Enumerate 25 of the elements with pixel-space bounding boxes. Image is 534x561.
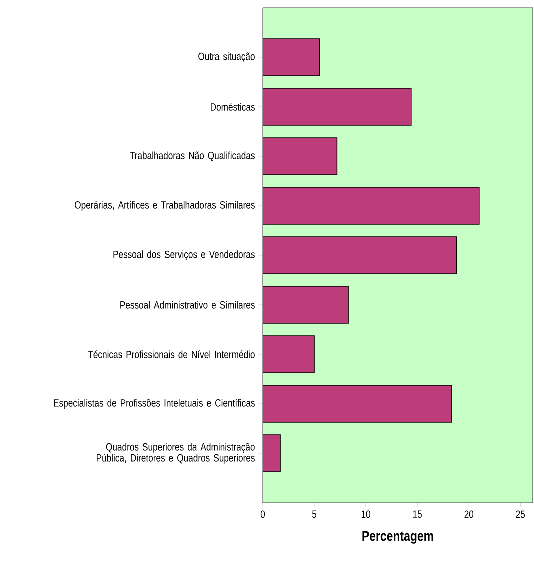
- bar: [262, 88, 412, 126]
- bar: [262, 286, 349, 324]
- x-axis-title: Percentagem: [362, 531, 434, 544]
- y-tick-label: Quadros Superiores da Administração Pública, Diretores e Quadros Superiores: [96, 443, 255, 464]
- y-tick-label: Domésticas: [211, 103, 255, 111]
- x-tick-label: 0: [260, 510, 266, 518]
- y-tick-label: Pessoal dos Serviços e Vendedoras: [114, 250, 255, 260]
- bar: [262, 138, 338, 176]
- bar: [262, 187, 480, 225]
- x-tick-label: 25: [516, 510, 526, 518]
- x-tick-label: 10: [362, 510, 370, 518]
- bar: [262, 434, 281, 472]
- bar: [262, 236, 458, 274]
- y-tick-label: Especialistas de Profissões Inteletuais e Científicas: [54, 399, 255, 409]
- x-tick-label: 15: [413, 510, 422, 518]
- y-tick-label: Pessoal Administrativo e Similares: [120, 301, 255, 309]
- x-tick-label: 5: [312, 510, 317, 518]
- bar: [262, 385, 452, 423]
- y-tick-label: Outra situação: [198, 52, 255, 62]
- bar: [262, 336, 315, 374]
- y-tick-label: Trabalhadoras Não Qualificadas: [130, 152, 255, 162]
- bar: [262, 38, 320, 76]
- y-tick-label: Operárias, Artífices e Trabalhadoras Similares: [75, 201, 255, 211]
- x-tick-label: 20: [464, 510, 474, 518]
- y-tick-label: Técnicas Profissionais de Nível Intermédio: [88, 350, 255, 358]
